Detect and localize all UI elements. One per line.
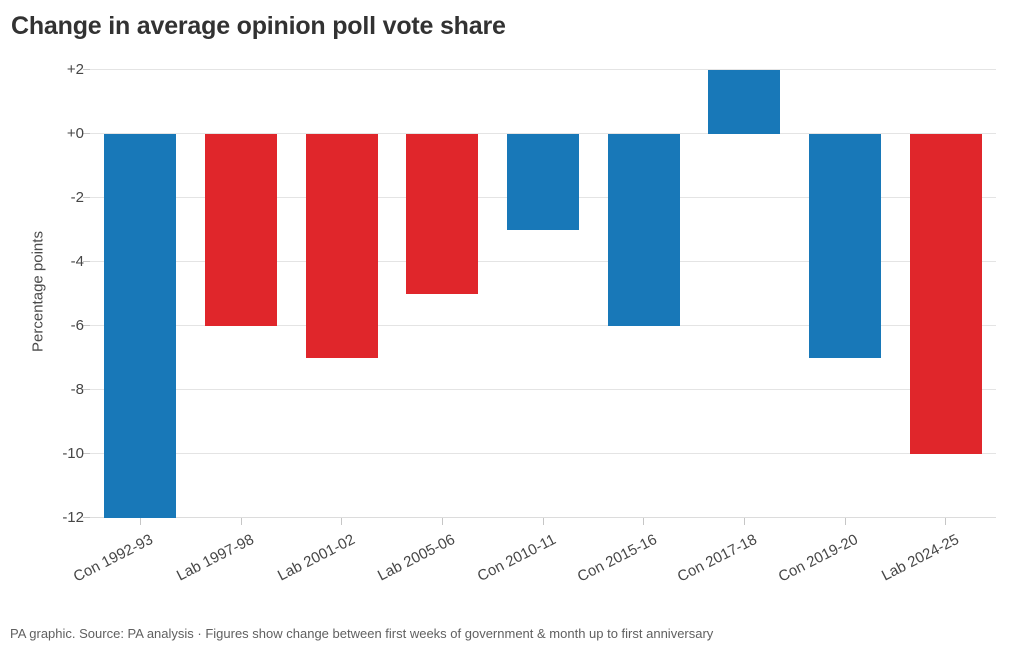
y-tick-label: -12	[62, 508, 84, 526]
bar-con-2017-18	[708, 69, 781, 134]
x-tick	[945, 517, 947, 525]
source-note: PA graphic. Source: PA analysis · Figure…	[10, 626, 714, 641]
x-tick-label: Con 2017-18	[675, 530, 761, 586]
x-tick	[139, 517, 141, 525]
bar-lab-1997-98	[205, 133, 277, 326]
gridline	[90, 69, 996, 70]
x-tick	[441, 517, 443, 525]
x-tick	[743, 517, 745, 525]
y-tick	[83, 197, 90, 198]
y-axis-title: Percentage points	[29, 231, 47, 352]
x-tick	[341, 517, 343, 525]
y-tick	[83, 261, 90, 262]
gridline	[90, 453, 996, 454]
x-tick	[844, 517, 846, 525]
x-tick	[240, 517, 242, 525]
x-tick-label: Lab 2005-06	[375, 530, 459, 584]
y-tick-label: -2	[70, 188, 84, 206]
y-tick-label: -10	[62, 444, 84, 462]
bar-lab-2001-02	[305, 133, 378, 358]
x-tick-label: Con 2019-20	[775, 530, 861, 586]
x-tick	[643, 517, 645, 525]
chart-title: Change in average opinion poll vote shar…	[11, 12, 506, 40]
y-tick	[83, 389, 90, 390]
gridline	[90, 389, 996, 390]
x-tick-label: Con 2010-11	[474, 530, 559, 585]
bar-con-1992-93	[104, 133, 177, 518]
bar-con-2019-20	[809, 133, 881, 358]
bar-con-2010-11	[507, 133, 579, 230]
y-tick-label: -8	[70, 380, 84, 398]
x-tick-label: Lab 1997-98	[173, 530, 257, 584]
y-tick	[83, 325, 90, 326]
bar-con-2015-16	[607, 133, 680, 326]
y-tick-label: -4	[70, 252, 84, 270]
gridline	[90, 325, 996, 326]
bar-lab-2005-06	[406, 133, 479, 294]
y-tick	[83, 133, 90, 134]
y-tick-label: +0	[66, 124, 84, 142]
y-tick-label: -6	[70, 316, 84, 334]
x-tick-label: Lab 2024-25	[878, 530, 962, 584]
gridline	[90, 261, 996, 262]
y-tick	[83, 453, 90, 454]
x-tick	[542, 517, 544, 525]
x-tick-label: Con 2015-16	[574, 530, 660, 586]
x-tick-label: Lab 2001-02	[274, 530, 358, 584]
y-tick	[83, 69, 90, 70]
y-tick	[83, 517, 90, 518]
bar-lab-2024-25	[909, 133, 982, 454]
y-tick-label: +2	[66, 60, 84, 78]
